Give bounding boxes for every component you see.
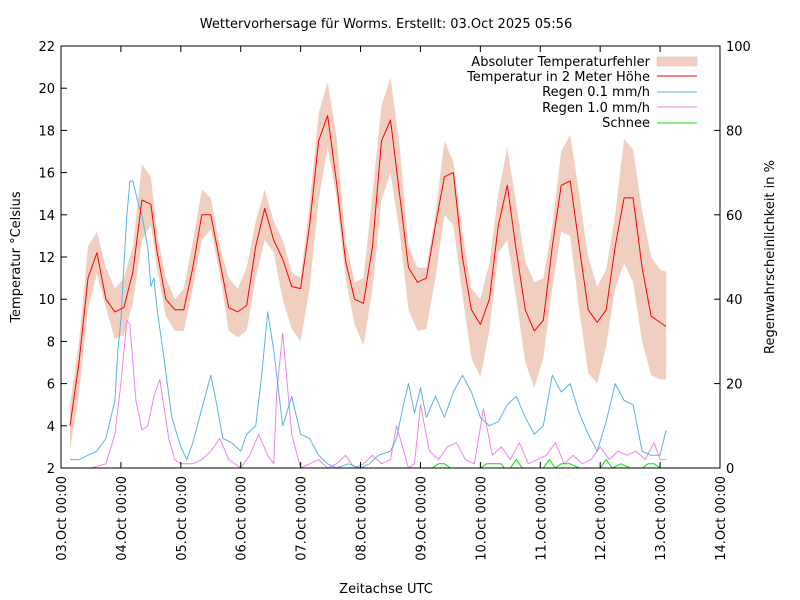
x-tick-label: 10.Oct 00:00 bbox=[474, 476, 489, 561]
rain-1.0-line bbox=[70, 319, 667, 469]
x-axis-label: Zeitachse UTC bbox=[339, 582, 433, 597]
y-tick-label: 18 bbox=[38, 124, 55, 139]
temperature-line bbox=[69, 115, 667, 426]
legend-label-band: Absoluter Temperaturfehler bbox=[471, 55, 650, 70]
legend-label-snow: Schnee bbox=[602, 116, 650, 131]
y-tick-label: 4 bbox=[47, 420, 55, 435]
x-tick-label: 05.Oct 00:00 bbox=[175, 476, 190, 561]
y-tick-label: 16 bbox=[38, 167, 55, 182]
y-tick-label: 6 bbox=[47, 378, 55, 393]
y-tick-label: 10 bbox=[38, 293, 55, 308]
x-tick-label: 11.Oct 00:00 bbox=[534, 476, 549, 561]
temperature-error-band bbox=[70, 77, 667, 449]
chart-title: Wettervorhersage für Worms. Erstellt: 03… bbox=[200, 17, 572, 32]
x-tick-label: 07.Oct 00:00 bbox=[295, 476, 310, 561]
y-tick-label: 14 bbox=[38, 209, 55, 224]
y-tick-label: 8 bbox=[47, 335, 55, 350]
y-axis-label: Temperatur °Celsius bbox=[9, 191, 24, 324]
legend-label-temp: Temperatur in 2 Meter Höhe bbox=[466, 70, 650, 85]
x-tick-label: 03.Oct 00:00 bbox=[55, 476, 70, 561]
x-tick-label: 08.Oct 00:00 bbox=[355, 476, 370, 561]
y-tick-label: 22 bbox=[38, 40, 55, 55]
y2-axis-label: Regenwahrscheinlichkeit in % bbox=[763, 160, 778, 354]
y2-tick-label: 0 bbox=[726, 462, 734, 477]
legend-label-rain01: Regen 0.1 mm/h bbox=[542, 85, 650, 100]
x-tick-label: 13.Oct 00:00 bbox=[654, 476, 669, 561]
x-tick-label: 12.Oct 00:00 bbox=[594, 476, 609, 561]
y-tick-label: 12 bbox=[38, 251, 55, 266]
y2-tick-label: 60 bbox=[726, 209, 743, 224]
x-tick-label: 09.Oct 00:00 bbox=[414, 476, 429, 561]
y2-tick-label: 40 bbox=[726, 293, 743, 308]
y2-tick-label: 80 bbox=[726, 124, 743, 139]
legend: Absoluter Temperaturfehler Temperatur in… bbox=[466, 55, 698, 131]
y-tick-label: 20 bbox=[38, 82, 55, 97]
legend-label-rain10: Regen 1.0 mm/h bbox=[542, 101, 650, 116]
y2-tick-label: 100 bbox=[726, 40, 751, 55]
legend-swatch-band bbox=[656, 56, 698, 67]
x-tick-label: 04.Oct 00:00 bbox=[115, 476, 130, 561]
y2-tick-label: 20 bbox=[726, 378, 743, 393]
rain-0.1-line bbox=[70, 180, 667, 469]
axis-ticks: 2 4 6 8 10 12 14 16 18 20 22 0 20 40 60 80 100 03.Oct 00:… bbox=[38, 40, 750, 561]
x-tick-label: 06.Oct 00:00 bbox=[235, 476, 250, 561]
x-tick-label: 14.Oct 00:00 bbox=[714, 476, 729, 561]
y-tick-label: 2 bbox=[47, 462, 55, 477]
